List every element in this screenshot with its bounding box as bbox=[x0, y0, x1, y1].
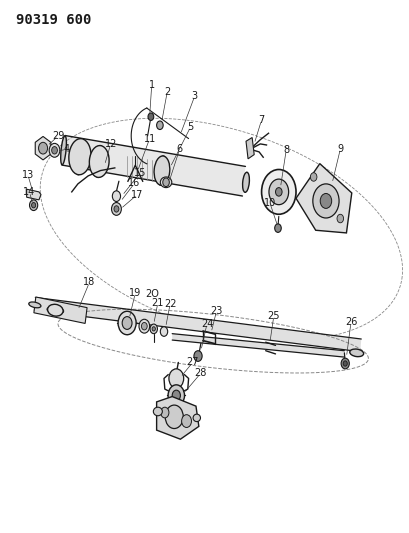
Text: 18: 18 bbox=[83, 278, 95, 287]
Polygon shape bbox=[295, 164, 351, 233]
Text: 21: 21 bbox=[151, 298, 164, 308]
Ellipse shape bbox=[153, 407, 162, 416]
Circle shape bbox=[31, 203, 36, 208]
Polygon shape bbox=[35, 136, 51, 160]
Ellipse shape bbox=[157, 156, 166, 185]
Text: 10: 10 bbox=[263, 198, 275, 207]
Text: 1: 1 bbox=[148, 80, 154, 90]
Text: 11: 11 bbox=[143, 134, 155, 143]
Text: 25: 25 bbox=[267, 311, 279, 320]
Polygon shape bbox=[245, 138, 254, 159]
Circle shape bbox=[114, 206, 119, 212]
Circle shape bbox=[29, 200, 38, 211]
Circle shape bbox=[336, 214, 343, 223]
Ellipse shape bbox=[47, 304, 63, 316]
Polygon shape bbox=[34, 297, 360, 352]
Text: 9: 9 bbox=[337, 144, 342, 154]
Text: 24: 24 bbox=[200, 319, 213, 328]
Circle shape bbox=[261, 169, 295, 214]
Circle shape bbox=[111, 203, 121, 215]
Ellipse shape bbox=[61, 136, 66, 165]
Circle shape bbox=[319, 193, 331, 208]
Circle shape bbox=[112, 191, 120, 201]
Circle shape bbox=[52, 147, 57, 154]
Polygon shape bbox=[27, 189, 41, 200]
Circle shape bbox=[118, 311, 136, 335]
Circle shape bbox=[49, 143, 60, 157]
Text: 16: 16 bbox=[128, 179, 140, 188]
Ellipse shape bbox=[154, 156, 169, 185]
Circle shape bbox=[169, 369, 183, 388]
Ellipse shape bbox=[95, 146, 103, 177]
Text: 22: 22 bbox=[164, 299, 176, 309]
Polygon shape bbox=[156, 397, 198, 439]
Text: 3: 3 bbox=[191, 91, 197, 101]
Circle shape bbox=[148, 113, 153, 120]
Text: 7: 7 bbox=[258, 115, 264, 125]
Text: 5: 5 bbox=[187, 122, 193, 132]
Circle shape bbox=[342, 361, 346, 366]
Circle shape bbox=[268, 179, 288, 205]
Polygon shape bbox=[172, 334, 344, 357]
Ellipse shape bbox=[160, 177, 171, 188]
Text: 28: 28 bbox=[194, 368, 207, 378]
Circle shape bbox=[172, 390, 180, 401]
Circle shape bbox=[162, 178, 169, 187]
Circle shape bbox=[150, 324, 157, 334]
Circle shape bbox=[122, 317, 132, 329]
Circle shape bbox=[310, 173, 316, 181]
Circle shape bbox=[275, 188, 281, 196]
Text: 29: 29 bbox=[52, 131, 64, 141]
Ellipse shape bbox=[242, 172, 249, 192]
Text: 14: 14 bbox=[23, 187, 36, 197]
Ellipse shape bbox=[349, 349, 363, 357]
Circle shape bbox=[165, 405, 183, 429]
Circle shape bbox=[160, 407, 169, 418]
Circle shape bbox=[156, 121, 163, 130]
Ellipse shape bbox=[29, 302, 41, 308]
Text: 12: 12 bbox=[104, 139, 117, 149]
Circle shape bbox=[274, 224, 281, 232]
Text: 6: 6 bbox=[176, 144, 182, 154]
Text: 15: 15 bbox=[134, 168, 146, 177]
Circle shape bbox=[141, 322, 147, 330]
Text: 23: 23 bbox=[210, 306, 222, 316]
Circle shape bbox=[340, 358, 348, 369]
Ellipse shape bbox=[193, 414, 200, 422]
Text: 8: 8 bbox=[283, 146, 288, 155]
Ellipse shape bbox=[76, 139, 84, 175]
Circle shape bbox=[152, 327, 155, 331]
Circle shape bbox=[181, 415, 191, 427]
Ellipse shape bbox=[47, 307, 63, 313]
Text: 2O: 2O bbox=[144, 289, 158, 299]
Polygon shape bbox=[34, 297, 87, 324]
Text: 90319 600: 90319 600 bbox=[16, 13, 92, 27]
Text: 4: 4 bbox=[63, 144, 69, 154]
Text: 2: 2 bbox=[164, 87, 170, 96]
Text: 19: 19 bbox=[129, 288, 141, 298]
Text: 17: 17 bbox=[131, 190, 143, 199]
Circle shape bbox=[312, 184, 338, 218]
Text: 26: 26 bbox=[344, 318, 356, 327]
Circle shape bbox=[38, 142, 47, 154]
Ellipse shape bbox=[69, 139, 91, 175]
Polygon shape bbox=[62, 135, 245, 196]
Text: 13: 13 bbox=[22, 170, 34, 180]
Ellipse shape bbox=[89, 146, 109, 177]
Circle shape bbox=[139, 319, 149, 333]
Circle shape bbox=[160, 327, 167, 336]
Circle shape bbox=[168, 385, 184, 406]
Circle shape bbox=[193, 351, 202, 361]
Text: 27: 27 bbox=[186, 358, 198, 367]
